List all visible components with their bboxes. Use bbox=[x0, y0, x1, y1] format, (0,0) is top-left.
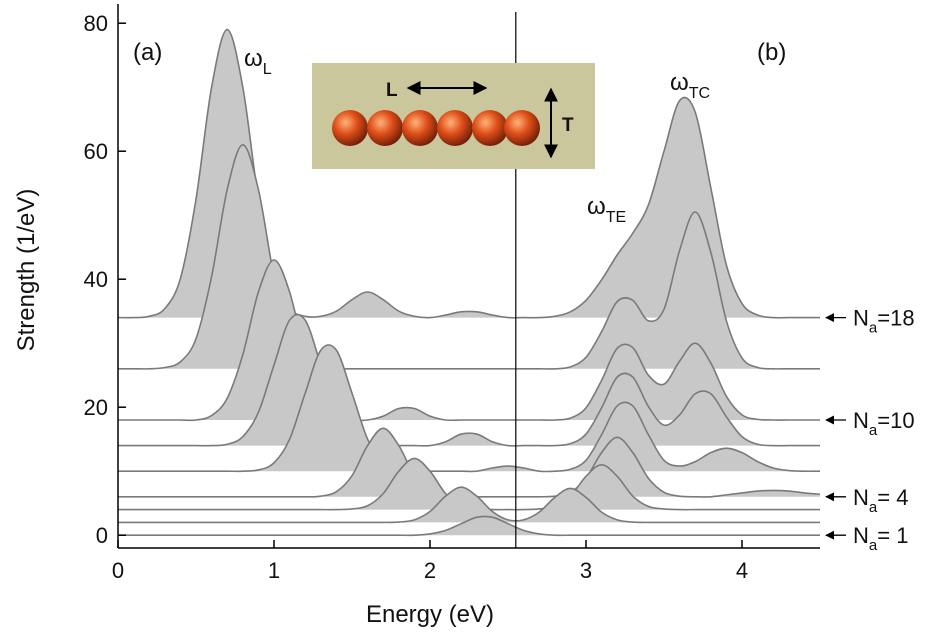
spectrum-area bbox=[118, 516, 820, 536]
spectrum-line bbox=[118, 313, 820, 447]
annotation-text: ω bbox=[587, 193, 606, 220]
spectrum-area bbox=[118, 344, 820, 472]
annotation-sub: L bbox=[263, 61, 272, 78]
annotation: ωL bbox=[244, 45, 272, 78]
y-tick-label: 80 bbox=[84, 11, 108, 36]
series-label-main: N bbox=[853, 408, 869, 433]
series-label-rest: =10 bbox=[877, 408, 914, 433]
series-label: Na= 1 bbox=[853, 523, 908, 554]
series-label-rest: = 1 bbox=[877, 523, 908, 548]
spectrum-line bbox=[118, 515, 820, 537]
inset-label: L bbox=[386, 80, 398, 101]
series-label: Na=10 bbox=[853, 408, 915, 439]
x-tick-label: 4 bbox=[736, 558, 748, 583]
series-label-sub: a bbox=[869, 422, 878, 439]
x-tick-label: 2 bbox=[424, 558, 436, 583]
series-label-main: N bbox=[853, 523, 869, 548]
spectrum-line bbox=[117, 28, 820, 319]
series-label-sub: a bbox=[869, 499, 878, 516]
spectrum-area bbox=[118, 314, 820, 446]
spectrum-area bbox=[118, 487, 820, 523]
spectrum-area bbox=[118, 144, 820, 369]
x-tick-label: 0 bbox=[112, 558, 124, 583]
annotation: ωTC bbox=[670, 69, 710, 102]
x-tick-label: 1 bbox=[268, 558, 280, 583]
annotation-text: ω bbox=[244, 45, 263, 72]
spectrum-line bbox=[117, 259, 820, 422]
annotation-sub: TE bbox=[606, 209, 626, 226]
y-tick-label: 0 bbox=[96, 523, 108, 548]
sphere bbox=[472, 110, 508, 146]
series-label-main: N bbox=[853, 306, 869, 331]
series-label-sub: a bbox=[869, 320, 878, 337]
series-label-rest: = 4 bbox=[877, 485, 908, 510]
spectrum-area bbox=[118, 29, 820, 318]
x-tick-label: 3 bbox=[580, 558, 592, 583]
y-tick-label: 60 bbox=[84, 139, 108, 164]
y-tick-label: 40 bbox=[84, 267, 108, 292]
y-tick-label: 20 bbox=[84, 395, 108, 420]
x-axis-title: Energy (eV) bbox=[366, 601, 494, 628]
spectrum-line bbox=[117, 143, 820, 370]
spectrum-area bbox=[118, 428, 820, 497]
annotation-sub: TC bbox=[689, 85, 710, 102]
annotation-text: ω bbox=[670, 69, 689, 96]
sphere bbox=[437, 110, 473, 146]
series-label: Na= 4 bbox=[853, 485, 908, 516]
series-label-sub: a bbox=[869, 537, 878, 554]
annotation: (a) bbox=[133, 39, 162, 66]
annotation-text: (b) bbox=[757, 39, 786, 66]
annotation-text: (a) bbox=[133, 39, 162, 66]
series-label-main: N bbox=[853, 485, 869, 510]
annotation: ωTE bbox=[587, 193, 626, 226]
y-axis-title: Strength (1/eV) bbox=[13, 189, 40, 352]
sphere bbox=[504, 110, 540, 146]
sphere bbox=[367, 110, 403, 146]
sphere bbox=[402, 110, 438, 146]
spectrum-line bbox=[118, 486, 820, 524]
inset-label: T bbox=[562, 115, 574, 136]
annotation: (b) bbox=[757, 39, 786, 66]
sphere bbox=[332, 110, 368, 146]
spectrum-line bbox=[118, 344, 821, 473]
series-label: Na=18 bbox=[853, 306, 915, 337]
series-label-rest: =18 bbox=[877, 306, 914, 331]
